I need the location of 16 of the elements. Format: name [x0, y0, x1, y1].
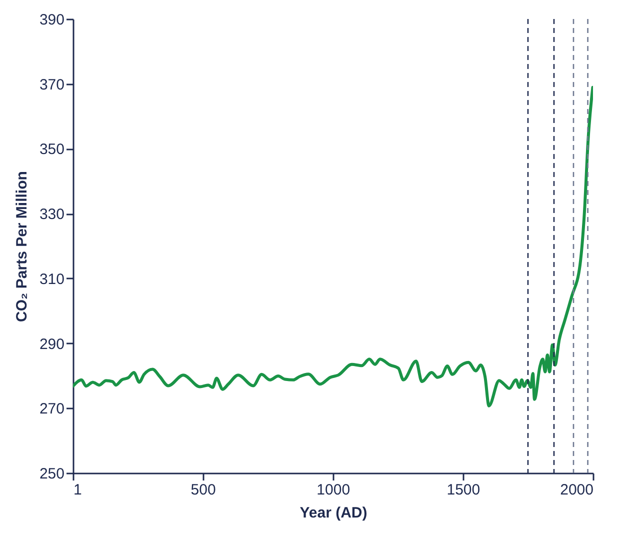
x-tick-label: 1000 — [316, 482, 350, 498]
y-tick-label: 390 — [39, 12, 64, 28]
x-tick-label: 1 — [74, 482, 82, 498]
x-axis-title: Year (AD) — [300, 504, 368, 522]
y-tick-label: 330 — [39, 206, 64, 224]
y-tick-label: 290 — [39, 336, 64, 353]
y-tick-label: 310 — [39, 270, 64, 288]
y-tick-label: 350 — [39, 141, 64, 158]
y-tick-label: 250 — [39, 466, 64, 482]
x-tick-label: 1500 — [446, 482, 480, 498]
y-tick-label: 270 — [39, 400, 64, 418]
y-axis-title: CO₂ Parts Per Million — [13, 171, 30, 322]
x-tick-label: 500 — [190, 482, 216, 498]
line-series — [73, 86, 593, 408]
y-tick-label: 370 — [39, 76, 64, 94]
x-tick-label: 2000 — [560, 482, 594, 498]
